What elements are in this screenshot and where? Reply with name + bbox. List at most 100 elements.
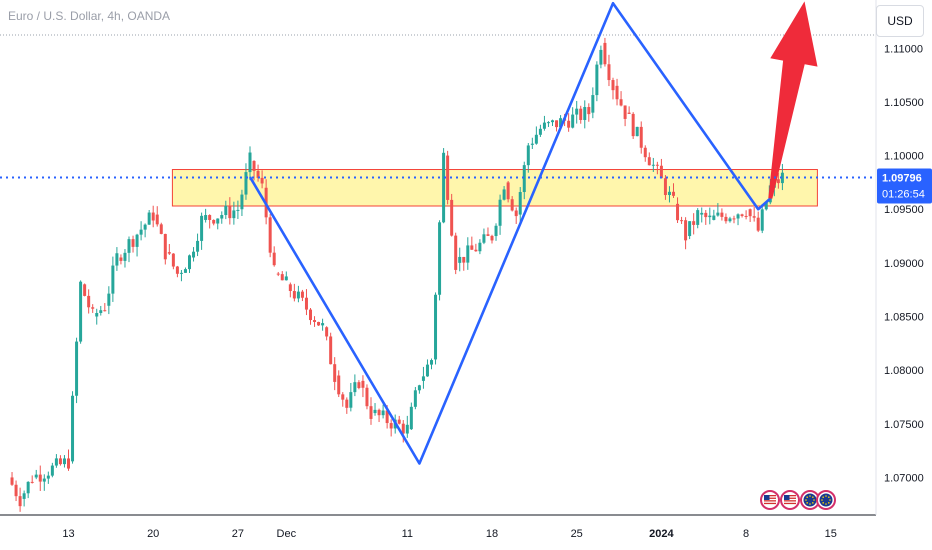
candle-body (268, 217, 272, 253)
us-flag-event-icon[interactable] (780, 490, 800, 510)
candle-body (216, 218, 220, 224)
candle-body (647, 157, 651, 166)
candle-body (603, 42, 607, 65)
candle-body (462, 256, 466, 263)
candle-body (385, 410, 389, 424)
candle-body (595, 64, 599, 96)
candle-body (67, 458, 70, 469)
candle-body (522, 165, 526, 193)
candle-body (272, 252, 276, 266)
candle-body (421, 376, 425, 381)
candle-body (365, 387, 369, 407)
y-tick-label: 1.11000 (884, 43, 923, 55)
candle-body (684, 220, 688, 241)
candle-body (643, 147, 647, 158)
candle-body (135, 234, 139, 247)
candle-body (171, 253, 175, 267)
candle-body (95, 313, 99, 317)
candle-body (26, 481, 30, 494)
bullish-arrow[interactable] (768, 1, 818, 199)
currency-button[interactable]: USD (876, 5, 924, 37)
candle-body (611, 80, 615, 91)
y-tick-label: 1.09000 (884, 258, 924, 270)
candle-body (579, 108, 583, 120)
candle-body (300, 291, 304, 298)
candle-body (212, 219, 216, 224)
candle-body (252, 160, 256, 171)
candle-body (99, 310, 103, 314)
candle-body (546, 122, 550, 124)
candle-body (321, 323, 325, 326)
candle-body (438, 222, 442, 295)
x-tick-label: 11 (402, 528, 413, 540)
eu-flag-event-icon[interactable] (816, 490, 836, 510)
candle-body (780, 172, 784, 184)
candle-body (163, 233, 167, 260)
candle-body (635, 126, 639, 137)
candle-body (208, 215, 212, 220)
candle-body (538, 128, 542, 135)
candle-body (329, 336, 333, 365)
candle-body (740, 214, 744, 216)
candle-body (712, 215, 716, 220)
candle-body (530, 143, 534, 145)
pattern-line[interactable] (248, 1, 772, 465)
candle-body (446, 155, 450, 200)
candle-body (680, 220, 684, 222)
eu-flag-event-icon[interactable] (800, 490, 820, 510)
candle-body (575, 108, 579, 115)
symbol-title: Euro / U.S. Dollar, 4h, OANDA (8, 9, 171, 23)
candle-body (672, 191, 675, 196)
x-tick-label: 18 (486, 528, 498, 540)
candle-body (228, 205, 232, 219)
candle-body (42, 478, 46, 482)
price-tag-price: 1.09796 (882, 172, 922, 184)
candle-body (413, 390, 417, 407)
candle-body (615, 85, 619, 100)
candle-body (292, 290, 296, 299)
candle-body (470, 245, 474, 250)
candle-body (244, 172, 248, 195)
candle-body (764, 202, 768, 210)
candle-body (192, 251, 196, 258)
candle-body (756, 217, 760, 231)
candle-body (373, 409, 377, 414)
candle-body (744, 215, 748, 217)
candle-body (631, 113, 635, 137)
candle-body (333, 364, 337, 382)
y-tick-label: 1.07500 (884, 419, 924, 431)
candle-body (22, 493, 26, 499)
candle-body (224, 205, 228, 216)
candle-body (10, 477, 14, 485)
candle-body (752, 216, 756, 218)
candle-body (107, 293, 111, 306)
candle-body (369, 406, 373, 419)
us-flag-event-icon[interactable] (760, 490, 780, 510)
candle-body (567, 120, 571, 128)
candle-body (482, 234, 486, 243)
x-tick-label: 15 (825, 528, 837, 540)
candle-body (38, 474, 42, 482)
y-tick-label: 1.07000 (884, 472, 924, 484)
support-resistance-zone[interactable] (171, 169, 818, 207)
candle-body (651, 164, 655, 166)
candle-body (337, 375, 341, 395)
candle-body (50, 465, 54, 476)
price-tag: 1.09796 01:26:54 (877, 168, 932, 204)
candle-body (663, 178, 667, 196)
candle-body (260, 177, 264, 184)
candle-body (542, 122, 546, 129)
candle-body (175, 266, 179, 274)
candle-body (748, 209, 752, 217)
candle-body (526, 145, 530, 166)
candle-body (288, 284, 292, 291)
y-tick-label: 1.08000 (884, 365, 924, 377)
candle-body (676, 203, 680, 221)
candle-body (46, 475, 50, 479)
candle-body (377, 409, 381, 416)
candle-body (151, 212, 155, 221)
candle-body (220, 215, 224, 219)
candle-body (506, 182, 510, 200)
candle-body (559, 118, 563, 128)
